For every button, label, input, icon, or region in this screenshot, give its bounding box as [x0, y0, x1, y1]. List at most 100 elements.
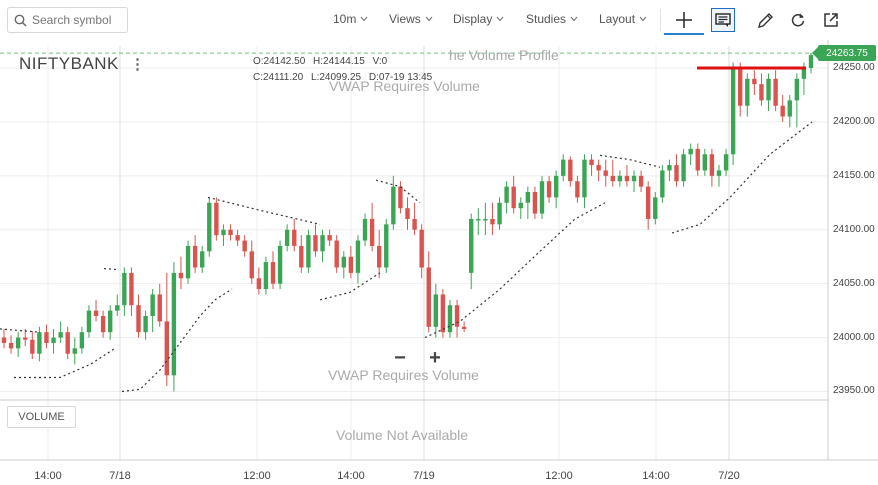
candle	[624, 175, 630, 182]
candle	[716, 170, 722, 176]
symbol-name: NIFTYBANK	[19, 54, 119, 73]
time-axis-label: 7/20	[718, 470, 740, 482]
candle	[86, 310, 92, 333]
time-axis-label: 14:00	[642, 470, 670, 482]
candle	[794, 78, 800, 101]
chevron-down-icon	[639, 16, 647, 22]
candle	[200, 251, 205, 268]
candle	[688, 148, 693, 155]
search-input[interactable]	[32, 13, 124, 27]
display-dropdown[interactable]: Display	[453, 12, 504, 26]
candle	[469, 218, 474, 273]
candle	[490, 218, 495, 225]
ohlc-high: H:24144.15	[313, 56, 365, 67]
annotation-icon	[715, 12, 731, 27]
candle	[8, 342, 14, 349]
candle	[171, 272, 177, 376]
price-axis-label: 24250.00	[833, 62, 875, 73]
candle	[801, 68, 807, 79]
zoom-in-button[interactable]: +	[429, 346, 441, 369]
candle	[15, 337, 21, 349]
candle	[37, 332, 42, 354]
candle	[780, 105, 785, 117]
popout-button[interactable]	[819, 8, 843, 32]
candle	[348, 256, 354, 273]
candle	[787, 100, 792, 117]
candle	[51, 337, 56, 343]
annotation-button[interactable]	[711, 8, 735, 32]
interval-dropdown[interactable]: 10m	[333, 12, 368, 26]
candle	[327, 235, 332, 241]
candle	[221, 229, 226, 236]
layout-dropdown[interactable]: Layout	[599, 12, 647, 26]
search-box[interactable]	[7, 7, 128, 33]
candle	[129, 272, 134, 306]
candle	[334, 240, 339, 268]
chevron-down-icon	[425, 16, 433, 22]
candle	[72, 348, 77, 354]
reset-button[interactable]	[786, 8, 810, 32]
candle	[709, 154, 715, 176]
candle	[603, 170, 608, 176]
candle	[645, 186, 651, 219]
candle	[419, 229, 424, 268]
chevron-down-icon	[360, 16, 368, 22]
candle	[759, 84, 764, 101]
ohlc-volume: V:0	[372, 56, 388, 67]
candle	[313, 235, 318, 252]
sar-dots	[14, 347, 116, 379]
candle	[440, 294, 446, 333]
price-axis-label: 24150.00	[833, 169, 875, 181]
candle	[808, 55, 814, 68]
candle	[426, 267, 431, 327]
candle	[362, 218, 368, 241]
refresh-icon	[791, 13, 805, 27]
candle	[553, 175, 559, 198]
time-axis-label: 7/19	[413, 470, 435, 482]
crosshair-icon	[676, 12, 692, 28]
crosshair-button[interactable]	[672, 8, 696, 32]
price-axis-label: 24100.00	[833, 223, 875, 235]
candle	[723, 154, 729, 171]
candle	[610, 175, 615, 182]
candle	[504, 186, 509, 203]
candle	[695, 148, 700, 171]
popout-icon	[824, 13, 838, 27]
volume-button[interactable]: VOLUME	[7, 406, 76, 428]
candle	[384, 224, 389, 268]
candle	[1, 337, 7, 343]
display-label: Display	[453, 12, 493, 26]
candle	[752, 78, 757, 85]
candle	[185, 245, 191, 279]
time-axis-label: 14:00	[337, 470, 365, 482]
candle	[369, 218, 375, 246]
zoom-out-button[interactable]: −	[394, 346, 406, 369]
candle	[454, 305, 460, 327]
candle	[277, 245, 283, 284]
candle	[284, 229, 290, 246]
sar-dots	[375, 179, 421, 204]
studies-dropdown[interactable]: Studies	[526, 12, 578, 26]
candle	[214, 202, 219, 236]
candle	[157, 294, 162, 322]
candle	[497, 202, 502, 225]
candle	[412, 218, 417, 230]
candle	[376, 245, 382, 268]
candle	[107, 310, 113, 333]
candle	[164, 321, 170, 376]
candle	[532, 192, 538, 214]
vwap-notice-bottom: VWAP Requires Volume	[328, 367, 479, 383]
candle	[483, 218, 488, 221]
candle	[702, 154, 708, 171]
candle	[65, 332, 70, 354]
price-chart[interactable]	[0, 40, 878, 485]
views-dropdown[interactable]: Views	[389, 12, 433, 26]
candle	[122, 272, 127, 306]
candle	[738, 68, 743, 106]
candle	[30, 339, 35, 354]
draw-button[interactable]	[753, 8, 777, 32]
chevron-down-icon	[496, 16, 504, 22]
chart-area[interactable]	[0, 40, 878, 485]
symbol-menu-icon[interactable]: ⋮	[130, 56, 145, 73]
ohlc-row-2: C:24111.20 L:24099.25 D:07-19 13:45	[253, 72, 437, 83]
